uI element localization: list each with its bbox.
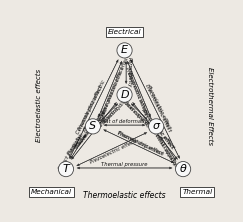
Circle shape [175, 161, 191, 177]
Text: Mechanical: Mechanical [31, 189, 72, 195]
Text: Thermoelastic effects: Thermoelastic effects [83, 191, 166, 200]
Text: σ: σ [153, 121, 160, 131]
Text: Heat of deformation: Heat of deformation [98, 119, 151, 124]
Text: Thermal expansion: Thermal expansion [150, 128, 181, 173]
Text: Piezoelectric effect: Piezoelectric effect [90, 139, 137, 165]
Circle shape [58, 161, 74, 177]
Text: Converse piezoelectric effect: Converse piezoelectric effect [96, 54, 130, 127]
Text: Thermal: Thermal [182, 189, 212, 195]
Text: T: T [63, 164, 69, 174]
Text: Permittivity: Permittivity [127, 57, 132, 88]
Text: θ: θ [180, 164, 186, 174]
Text: D: D [120, 90, 129, 100]
Text: Electrothermal Effects: Electrothermal Effects [207, 67, 213, 145]
Text: Electrocaloric effect: Electrocaloric effect [145, 83, 172, 132]
Circle shape [149, 119, 164, 134]
Text: Pyroelectric effect: Pyroelectric effect [146, 85, 171, 130]
Text: Piezoelectric disp.: Piezoelectric disp. [94, 95, 131, 133]
Text: Electrical: Electrical [108, 29, 141, 35]
Text: Thermal pressure: Thermal pressure [101, 162, 148, 167]
Text: Elasticity: Elasticity [102, 104, 122, 124]
Text: Converse piezoelectric: Converse piezoelectric [75, 79, 106, 135]
Text: Direct piezoelec. disp.: Direct piezoelec. disp. [58, 119, 93, 171]
Text: Piezoelectric effect: Piezoelectric effect [74, 108, 109, 150]
Circle shape [117, 43, 132, 58]
Text: Electrostriction: Electrostriction [126, 71, 146, 110]
Text: Piezoelectric disp.: Piezoelectric disp. [75, 109, 108, 149]
Text: Piezoelectric effect: Piezoelectric effect [116, 130, 164, 156]
Text: Piezoelectric effect: Piezoelectric effect [140, 108, 175, 150]
Text: E: E [121, 45, 128, 55]
Text: Heat capacity: Heat capacity [154, 134, 177, 167]
Text: S: S [89, 121, 96, 131]
Circle shape [117, 87, 132, 102]
Text: Pyroelectric effect: Pyroelectric effect [141, 109, 174, 149]
Text: Heat capacity: Heat capacity [122, 99, 151, 129]
Text: Electroelastic effects: Electroelastic effects [36, 69, 42, 142]
Text: Elasticity: Elasticity [67, 134, 84, 157]
Text: Piezoelectric effect: Piezoelectric effect [102, 66, 125, 114]
Circle shape [85, 119, 100, 134]
Text: Piezoelectric effect: Piezoelectric effect [78, 84, 104, 131]
Text: Piezoelectric disp.: Piezoelectric disp. [118, 95, 155, 133]
Text: Piezoelectric effect: Piezoelectric effect [124, 66, 148, 114]
Text: Thermal expansion: Thermal expansion [116, 130, 164, 156]
